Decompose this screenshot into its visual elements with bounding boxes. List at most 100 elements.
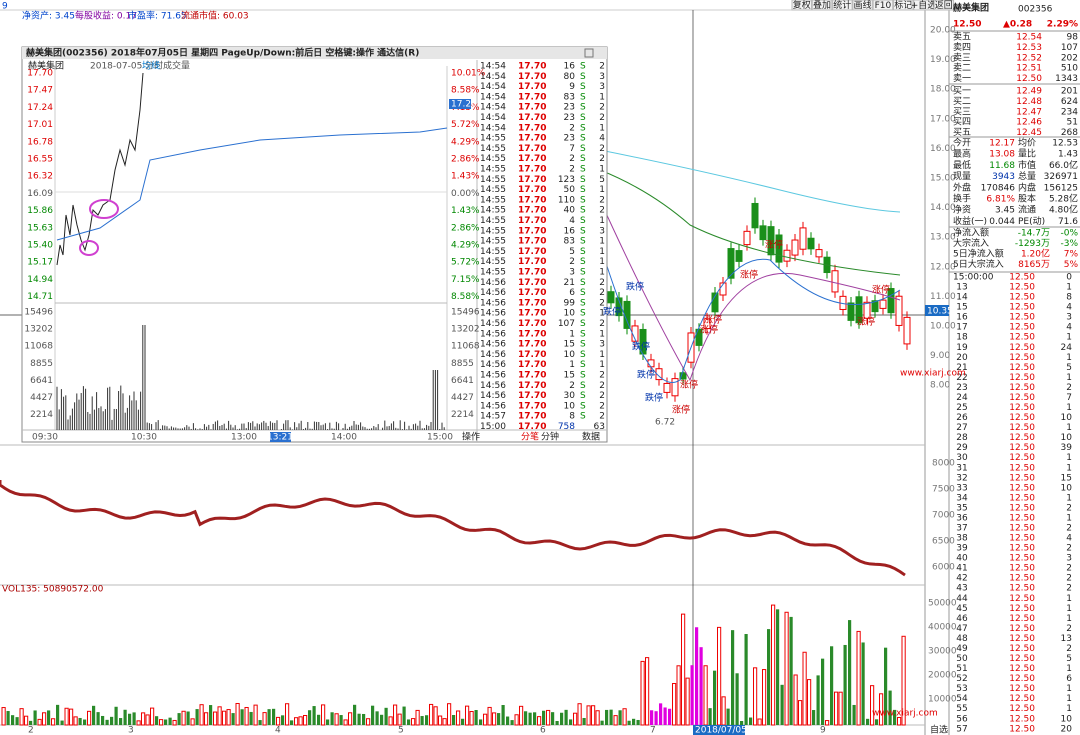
tick-price: 17.70: [518, 195, 546, 205]
decor-volume: [762, 669, 767, 726]
trade-volume: 13: [1061, 634, 1072, 644]
tick-price: 17.70: [518, 165, 546, 175]
toolbar-button[interactable]: [933, 0, 955, 11]
tick-count: 3: [599, 82, 605, 92]
toolbar-button[interactable]: [832, 0, 853, 11]
trade-time: 31: [956, 463, 967, 473]
decor-volume: [834, 691, 839, 726]
decor-candle: [751, 202, 759, 229]
decor-volume: [663, 707, 667, 725]
trade-time: 46: [956, 614, 968, 624]
toolbar-button[interactable]: [893, 0, 914, 11]
bottom-tab: 自选: [930, 724, 948, 735]
decor-ma: [599, 169, 901, 276]
trade-time: 52: [956, 674, 967, 684]
decor-volume: [690, 665, 694, 725]
trade-volume: 1: [1066, 283, 1072, 293]
decor-volume: [856, 630, 861, 726]
decor-volume: [497, 713, 501, 725]
book-label: 买五: [953, 127, 971, 138]
decor-volume: [285, 703, 290, 726]
popup-title: 赫美集团(002356) 2018年07月05日 星期四 PageUp/Down…: [26, 47, 419, 59]
volume-axis-label: 30000: [928, 647, 957, 657]
tick-time: 14:55: [480, 165, 506, 175]
trade-time: 26: [956, 413, 968, 423]
decor-volume: [425, 715, 429, 725]
y-axis-label: 20.00: [930, 26, 956, 36]
tick-time: 14:57: [480, 412, 506, 422]
toolbar-button[interactable]: [811, 0, 833, 11]
decor-volume: [190, 718, 195, 726]
decor-volume: [519, 705, 524, 726]
x-axis-label: 5: [398, 726, 404, 735]
decor-volume: [749, 717, 753, 725]
toolbar-button[interactable]: [791, 0, 812, 11]
trade-price: 12.50: [1009, 303, 1035, 313]
toolbar-button[interactable]: [852, 0, 873, 11]
x-axis-label: 3: [128, 726, 134, 735]
trade-volume: 2: [1066, 524, 1072, 534]
tick-count: 1: [599, 257, 605, 267]
trade-time: 38: [956, 534, 968, 544]
price-label: 15.86: [27, 206, 53, 216]
last-price: 12.50: [953, 20, 981, 30]
decor-volume: [645, 657, 650, 726]
decor-volume: [172, 719, 177, 726]
tick-count: 1: [599, 309, 605, 319]
decor-volume: [640, 660, 645, 726]
decor-volume: [177, 713, 181, 725]
trade-volume: 4: [1066, 323, 1072, 333]
pct-label: 1.43%: [451, 206, 480, 216]
time-label: 10:30: [131, 433, 157, 443]
tick-count: 2: [599, 381, 605, 391]
decor-avg-line: [56, 127, 448, 241]
label-box: [270, 432, 291, 442]
trade-volume: 1: [1066, 664, 1072, 674]
decor-volume: [542, 710, 546, 725]
popup-tab[interactable]: 分笔: [521, 431, 539, 443]
popup-tab[interactable]: 数据: [582, 431, 600, 443]
decor-volume: [591, 705, 596, 726]
info-text: 流通市值: 60.03: [181, 10, 249, 22]
decor-volume: [605, 709, 609, 725]
decor-volume: [757, 718, 762, 726]
tick-time: 14:56: [480, 288, 506, 298]
trade-volume: 5: [1066, 363, 1072, 373]
stat-value: 1.43: [1058, 150, 1078, 160]
decor-volume: [483, 713, 488, 726]
decor-volume: [676, 665, 681, 726]
toolbar-button[interactable]: [913, 0, 934, 11]
pct-label: 2.86%: [451, 155, 480, 165]
trade-price: 12.50: [1009, 373, 1035, 383]
tick-side: S: [580, 144, 586, 154]
stat-label: 量比: [1018, 148, 1036, 160]
tick-time: 14:55: [480, 247, 506, 257]
tick-side: S: [580, 216, 586, 226]
popup-tab[interactable]: 分钟: [541, 431, 559, 443]
maximize-button[interactable]: [584, 48, 594, 58]
decor-volume: [807, 679, 812, 726]
popup-subtitle: 2018-07-05 分时: [90, 60, 163, 72]
tick-time: 14:54: [480, 113, 506, 123]
decor-volume: [78, 717, 82, 725]
volume-label: 4427: [30, 393, 53, 403]
trade-time: 42: [956, 574, 967, 584]
tick-time: 15:00: [480, 422, 506, 432]
tick-price: 17.70: [518, 278, 546, 288]
volume-axis-label: 50000: [928, 599, 957, 609]
decor-volume: [609, 709, 613, 725]
limit-annotation: 涨停: [872, 284, 890, 296]
tick-volume: 107: [558, 319, 575, 329]
stat-label: 股本: [1018, 193, 1036, 205]
x-axis-label: 9: [820, 726, 826, 735]
decor-volume: [1, 707, 6, 726]
trade-time: 51: [956, 664, 967, 674]
tick-time: 14:56: [480, 401, 506, 411]
toolbar-button[interactable]: [872, 0, 894, 11]
tick-side: S: [580, 226, 586, 236]
trade-time: 45: [956, 604, 967, 614]
book-label: 卖二: [953, 63, 971, 74]
popup-tab[interactable]: 操作: [462, 431, 480, 443]
decor-volume: [380, 714, 384, 725]
time-label: 13:00: [231, 433, 257, 443]
